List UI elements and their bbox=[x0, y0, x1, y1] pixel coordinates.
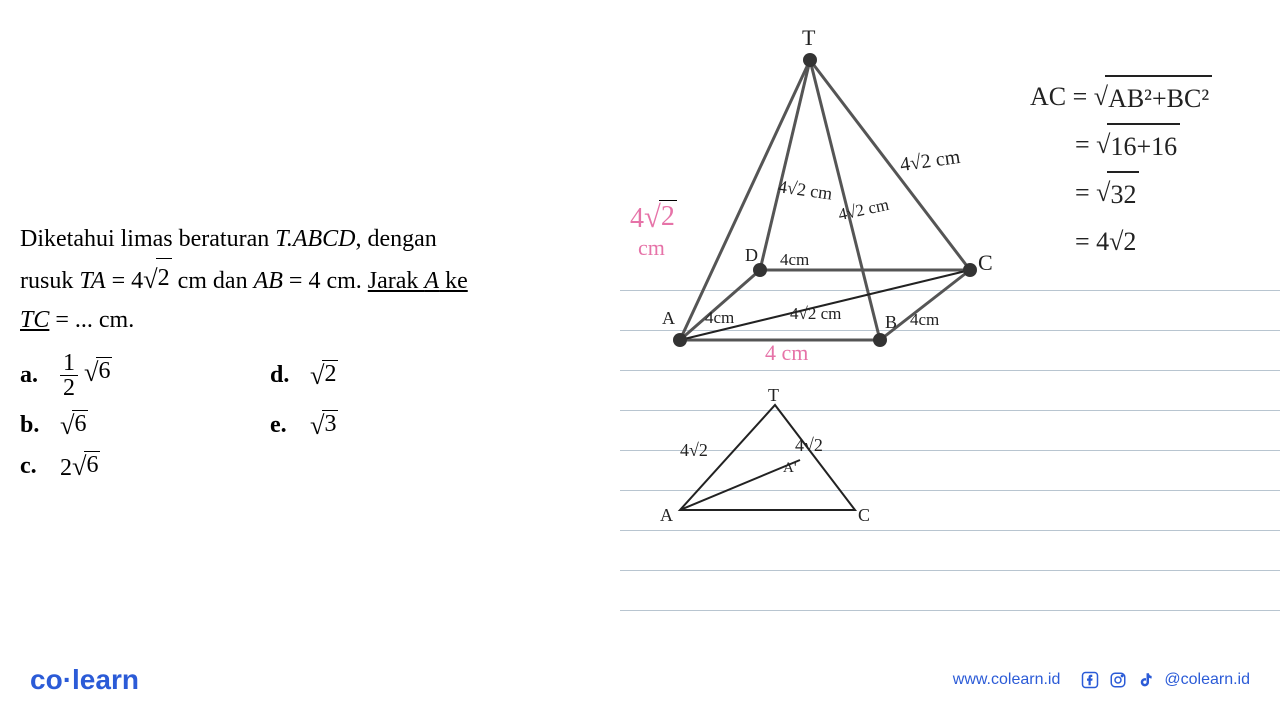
option-b: b. √6 bbox=[20, 410, 270, 441]
triangle-svg bbox=[660, 390, 880, 540]
opt-a-label: a. bbox=[20, 362, 40, 389]
footer-url: www.colearn.id bbox=[953, 671, 1061, 689]
q-TC: TC bbox=[20, 307, 49, 333]
q-text-3: rusuk bbox=[20, 268, 79, 294]
annotation-cm: cm bbox=[638, 235, 665, 261]
tiktok-icon bbox=[1136, 670, 1156, 690]
opt-a-value: 12 √6 bbox=[60, 351, 112, 400]
tri-right: 4√2 bbox=[795, 435, 823, 456]
logo-dot: · bbox=[63, 664, 72, 695]
footer-right: www.colearn.id @colearn.id bbox=[953, 670, 1250, 690]
calc-line-1: AC = √AB²+BC² bbox=[1030, 75, 1260, 121]
option-c: c. 2√6 bbox=[20, 451, 270, 482]
logo-co: co bbox=[30, 664, 63, 695]
annotation-4cm: 4 cm bbox=[765, 340, 808, 366]
tri-A: A bbox=[660, 505, 673, 526]
q-jarak: Jarak A ke bbox=[368, 268, 468, 294]
opt-b-value: √6 bbox=[60, 410, 88, 441]
facebook-icon bbox=[1080, 670, 1100, 690]
label-C: C bbox=[978, 250, 993, 276]
tri-T: T bbox=[768, 385, 779, 406]
option-e: e. √3 bbox=[270, 410, 470, 441]
opt-e-label: e. bbox=[270, 412, 290, 439]
pyramid-diagram: T A B C D 4√2 cm 4√2 cm 4√2 cm 4cm 4cm 4… bbox=[620, 20, 1020, 580]
label-T: T bbox=[802, 25, 815, 51]
opt-d-label: d. bbox=[270, 362, 290, 389]
opt-d-value: √2 bbox=[310, 360, 338, 391]
tri-left: 4√2 bbox=[680, 440, 708, 461]
label-A: A bbox=[662, 308, 675, 329]
q-text-1: Diketahui limas beraturan bbox=[20, 226, 275, 252]
calc-line-3: = √32 bbox=[1030, 171, 1260, 217]
annotation-4sqrt2: 4√2 bbox=[630, 200, 677, 235]
edge-DC-label: 4cm bbox=[780, 250, 809, 270]
instagram-icon bbox=[1108, 670, 1128, 690]
footer: co·learn www.colearn.id @colearn.id bbox=[0, 660, 1280, 700]
colearn-logo: co·learn bbox=[30, 664, 139, 696]
footer-handle: @colearn.id bbox=[1164, 671, 1250, 689]
label-D: D bbox=[745, 245, 758, 266]
calc-line-4: = 4√2 bbox=[1030, 220, 1260, 264]
edge-BC-label: 4cm bbox=[910, 310, 939, 330]
opt-b-label: b. bbox=[20, 412, 40, 439]
edge-AD-label: 4cm bbox=[705, 308, 734, 328]
tri-Aprime: A' bbox=[783, 460, 797, 477]
options-grid: a. 12 √6 d. √2 b. √6 e. √3 c. 2√6 bbox=[20, 351, 610, 482]
q-text-6: = ... cm. bbox=[49, 307, 134, 333]
diag-AC-label: 4√2 cm bbox=[790, 304, 841, 324]
question-text: Diketahui limas beraturan T.ABCD, dengan… bbox=[20, 220, 610, 339]
q-AB: AB bbox=[254, 268, 283, 294]
social-icons: @colearn.id bbox=[1080, 670, 1250, 690]
opt-c-label: c. bbox=[20, 453, 40, 480]
logo-learn: learn bbox=[72, 664, 139, 695]
tri-C: C bbox=[858, 505, 870, 526]
q-pyramid-name: T.ABCD bbox=[275, 226, 355, 252]
q-TA: TA bbox=[79, 268, 105, 294]
label-B: B bbox=[885, 312, 897, 333]
option-a: a. 12 √6 bbox=[20, 351, 270, 400]
opt-e-value: √3 bbox=[310, 410, 338, 441]
option-d: d. √2 bbox=[270, 351, 470, 400]
q-text-2: , dengan bbox=[355, 226, 436, 252]
question-area: Diketahui limas beraturan T.ABCD, dengan… bbox=[20, 220, 610, 482]
q-text-4: = 4√2 cm dan bbox=[106, 268, 254, 294]
q-text-5: = 4 cm. bbox=[283, 268, 368, 294]
calculation-area: AC = √AB²+BC² = √16+16 = √32 = 4√2 bbox=[1030, 75, 1260, 266]
calc-line-2: = √16+16 bbox=[1030, 123, 1260, 169]
opt-c-value: 2√6 bbox=[60, 451, 100, 482]
